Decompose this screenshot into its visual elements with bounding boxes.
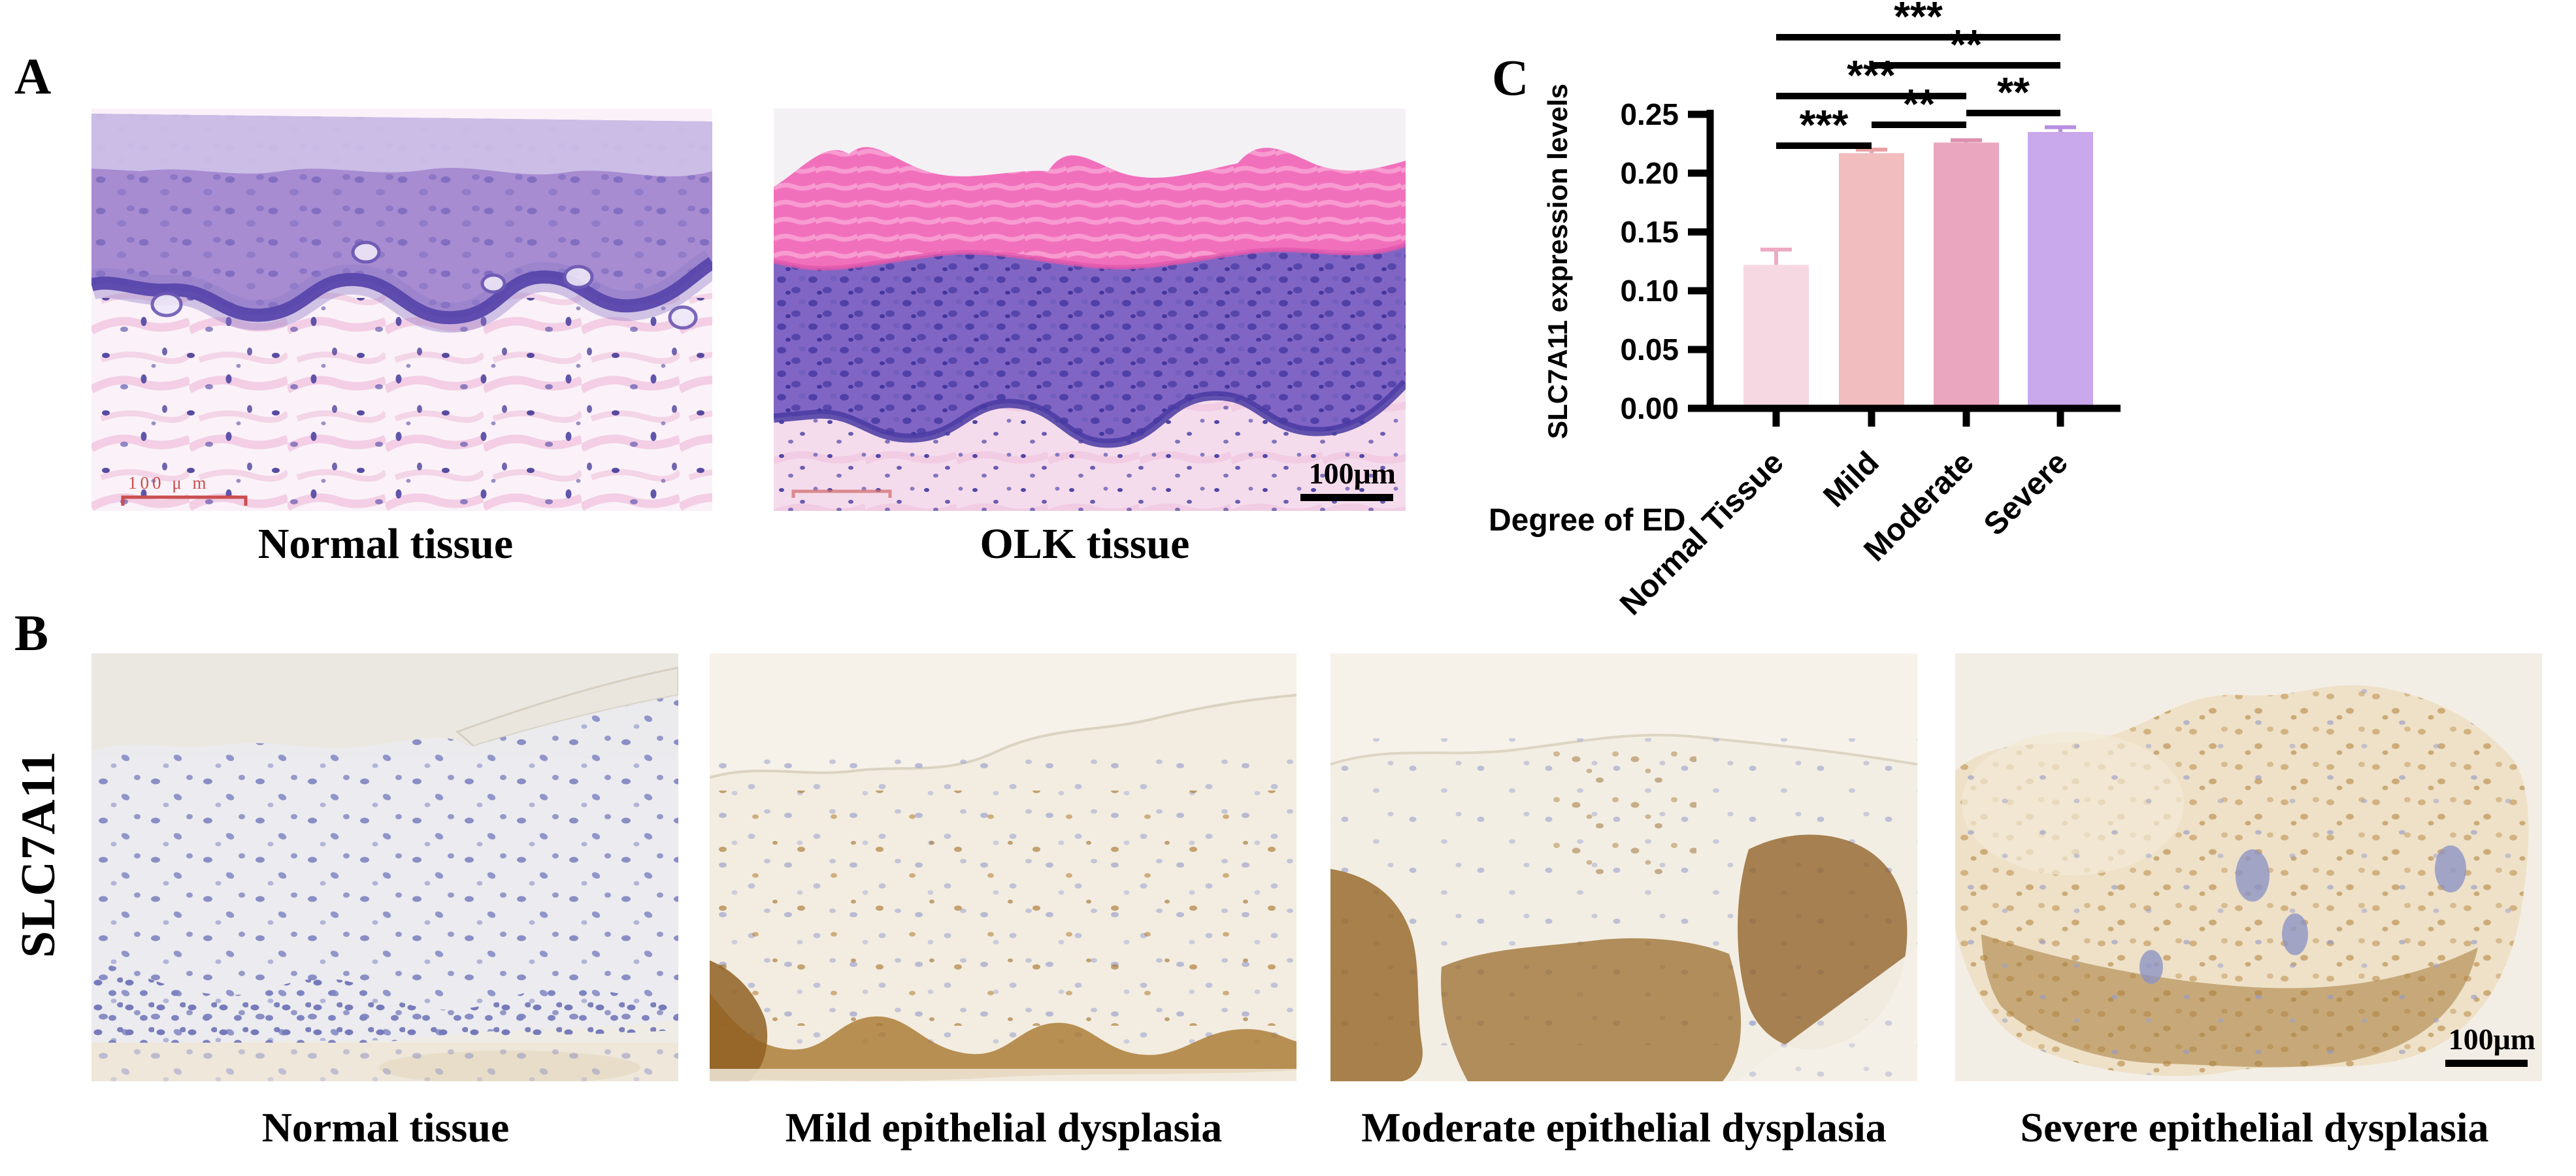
y-tick-label: 0.00 [1620,391,1679,425]
significance-stars: *** [1894,0,1943,40]
y-tick-label: 0.20 [1620,156,1679,190]
bar-normal-tissue [1743,265,1809,408]
x-axis-label: Degree of ED [1489,503,1685,538]
epithelium-band [91,114,712,333]
he-normal-tissue-micrograph: 100 μ m [91,108,712,511]
stroma-nuclei [91,1045,678,1081]
significance-stars: *** [1800,101,1849,148]
scale-bar-red-text: 100 μ m [128,473,209,493]
ihc-moderate-art [1330,653,1917,1081]
bar-mild [1839,153,1904,408]
caption-he-olk: OLK tissue [980,520,1190,568]
brown-corner [710,960,768,1081]
significance-stars: ** [1950,21,1983,68]
ihc-mild-micrograph [710,653,1296,1081]
ihc-severe-micrograph: 100μm [1955,653,2542,1081]
stroma-strip [710,1069,1296,1081]
ihc-normal-micrograph [91,653,678,1081]
caption-ihc-normal: Normal tissue [261,1104,510,1151]
stroma-nuclei [1736,1019,1917,1081]
scale-bar-text: 100μm [1309,457,1396,490]
ihc-moderate-micrograph [1330,653,1917,1081]
scale-bar-red-faint [791,489,892,498]
y-tick-label: 0.25 [1620,97,1679,131]
brown-mass-center [1441,938,1742,1081]
he-olk-art: 100μm [774,108,1406,511]
significance-stars: ** [1997,69,2030,116]
caption-ihc-moderate: Moderate epithelial dysplasia [1361,1104,1887,1151]
blue-nuclei-clusters [2139,845,2466,984]
he-olk-tissue-micrograph: 100μm [774,108,1406,511]
keratin-layer [774,147,1406,271]
bar-moderate [1934,142,1999,408]
epithelial-whorls [150,240,698,330]
panel-c-letter: C [1492,49,1529,106]
brown-specks [710,791,1296,1026]
brown-speckle-column [1546,738,1696,889]
y-axis-title: SLC7A11 expression levels [1542,84,1573,439]
caption-he-normal: Normal tissue [257,520,514,568]
scale-bar-black: 100μm [2445,1022,2535,1067]
y-tick-label: 0.05 [1620,333,1679,367]
scale-bar-text: 100μm [2449,1022,2535,1056]
expression-bar-chart: 0.00 0.05 0.10 0.15 0.20 0.25 Normal Tissue Mil… [1483,0,2261,660]
y-tick-label: 0.15 [1620,215,1679,249]
bar-severe [2028,132,2093,408]
row-label-slc7a11: SLC7A11 [12,749,65,958]
ihc-normal-art [91,653,678,1081]
panel-b-letter: B [14,604,49,661]
significance-stars: *** [1847,52,1896,99]
he-normal-art: 100 μ m [91,108,712,511]
basal-brown-band [710,993,1296,1081]
brown-mass-left [1330,869,1423,1081]
scale-bar-black: 100μm [1300,457,1396,501]
stroma-nuclei [91,298,712,511]
epithelium-band [774,244,1406,448]
x-tick-label-severe: Severe [1977,445,2075,542]
y-tick-label: 0.10 [1620,274,1679,308]
x-tick-label-mild: Mild [1817,445,1885,514]
significance-stars: ** [1903,80,1936,127]
ihc-mild-art [710,653,1296,1081]
nuclei [91,695,678,1044]
scale-bar-red: 100 μ m [121,473,248,506]
ihc-severe-art: 100μm [1955,653,2542,1081]
basal-layer [91,960,678,1045]
caption-ihc-severe: Severe epithelial dysplasia [2020,1104,2489,1151]
panel-a-letter: A [14,48,52,105]
caption-ihc-mild: Mild epithelial dysplasia [785,1104,1223,1151]
